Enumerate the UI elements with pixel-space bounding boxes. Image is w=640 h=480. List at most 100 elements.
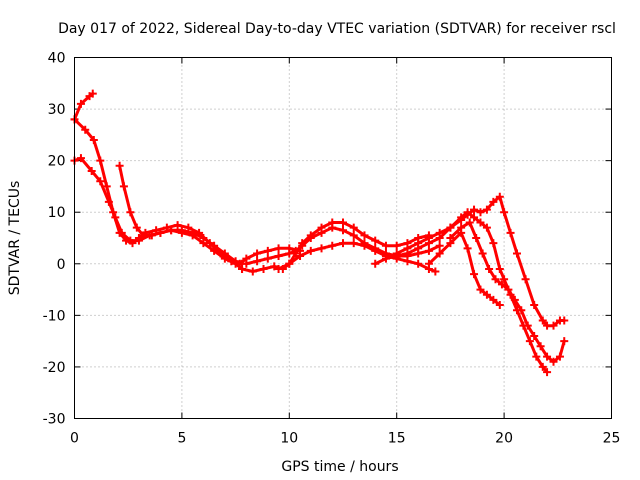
data-point [296, 252, 305, 261]
data-point [530, 331, 539, 340]
data-point [525, 337, 534, 346]
data-point [339, 218, 347, 227]
data-point [424, 259, 433, 268]
data-point [470, 205, 479, 214]
data-point [117, 228, 126, 237]
data-point [298, 241, 307, 250]
data-point [87, 166, 96, 175]
data-point [317, 244, 326, 253]
data-point [81, 125, 90, 134]
data-point [530, 301, 539, 310]
data-point [465, 218, 474, 227]
data-point [210, 241, 219, 250]
data-point [173, 221, 182, 230]
y-tick-label: 0 [57, 257, 66, 273]
data-point [476, 218, 485, 227]
data-point [371, 246, 380, 255]
data-point [263, 254, 272, 263]
data-point [238, 264, 247, 273]
data-point [506, 228, 515, 237]
data-point [435, 249, 444, 258]
data-point [500, 275, 509, 284]
data-point [491, 275, 500, 284]
data-point [349, 239, 358, 248]
data-point [253, 257, 262, 266]
series-trace-10 [424, 228, 504, 310]
data-point [510, 295, 519, 304]
data-point [177, 226, 186, 235]
data-point [476, 285, 485, 294]
data-point [497, 280, 506, 289]
data-point [472, 234, 481, 242]
data-point [392, 241, 401, 250]
data-point [306, 246, 315, 255]
data-point [543, 368, 552, 377]
series-line [427, 231, 502, 307]
data-point [512, 249, 521, 258]
x-tick-label: 10 [280, 431, 298, 447]
data-point [536, 342, 545, 351]
data-point [126, 208, 135, 217]
data-point [403, 244, 412, 253]
series-line [118, 164, 244, 266]
series-line [448, 221, 566, 364]
series-line [73, 92, 95, 121]
data-point [504, 285, 513, 294]
series-trace-9 [392, 192, 569, 330]
data-point [89, 136, 98, 145]
series-trace-4 [115, 161, 247, 268]
data-point [132, 223, 141, 232]
data-point [220, 249, 229, 258]
data-point [76, 99, 85, 108]
data-point [147, 231, 156, 240]
data-point [482, 223, 491, 232]
data-point [104, 197, 113, 206]
data-point [263, 246, 272, 255]
data-point [470, 270, 479, 279]
data-point [457, 215, 466, 224]
data-point [478, 249, 487, 258]
y-tick-label: 30 [48, 102, 66, 118]
data-point [485, 264, 494, 273]
data-point [495, 264, 504, 273]
data-point [538, 362, 547, 371]
data-point [489, 239, 498, 248]
y-axis-label: SDTVAR / TECUs [7, 181, 23, 296]
data-point [392, 249, 401, 258]
x-tick-label: 5 [177, 431, 186, 447]
data-point [381, 254, 390, 263]
data-point [274, 244, 283, 253]
data-point [424, 234, 433, 242]
chart-title: Day 017 of 2022, Sidereal Day-to-day VTE… [58, 21, 616, 37]
data-point [96, 177, 105, 186]
data-point [414, 239, 423, 248]
data-point [560, 316, 569, 325]
data-point [285, 249, 294, 258]
data-point [88, 89, 97, 98]
y-tick-label: -30 [43, 412, 66, 428]
data-point [371, 259, 380, 268]
data-series [70, 89, 569, 377]
data-point [517, 306, 526, 315]
data-point [446, 234, 455, 242]
data-point [403, 257, 412, 266]
plot-frame [74, 57, 612, 419]
data-point [274, 252, 283, 261]
data-point [291, 246, 300, 255]
data-point [339, 239, 347, 248]
x-tick-label: 20 [495, 431, 513, 447]
data-point [463, 210, 472, 219]
data-point [457, 223, 466, 232]
data-point [76, 154, 85, 163]
data-point [549, 321, 558, 330]
y-tick-label: 10 [48, 205, 66, 221]
data-point [555, 352, 564, 361]
x-axis-label: GPS time / hours [281, 459, 398, 475]
data-point [156, 228, 165, 237]
data-point [274, 264, 283, 273]
data-point [270, 262, 279, 271]
y-tick-label: -20 [43, 360, 66, 376]
data-point [231, 257, 240, 266]
data-point [482, 205, 491, 214]
